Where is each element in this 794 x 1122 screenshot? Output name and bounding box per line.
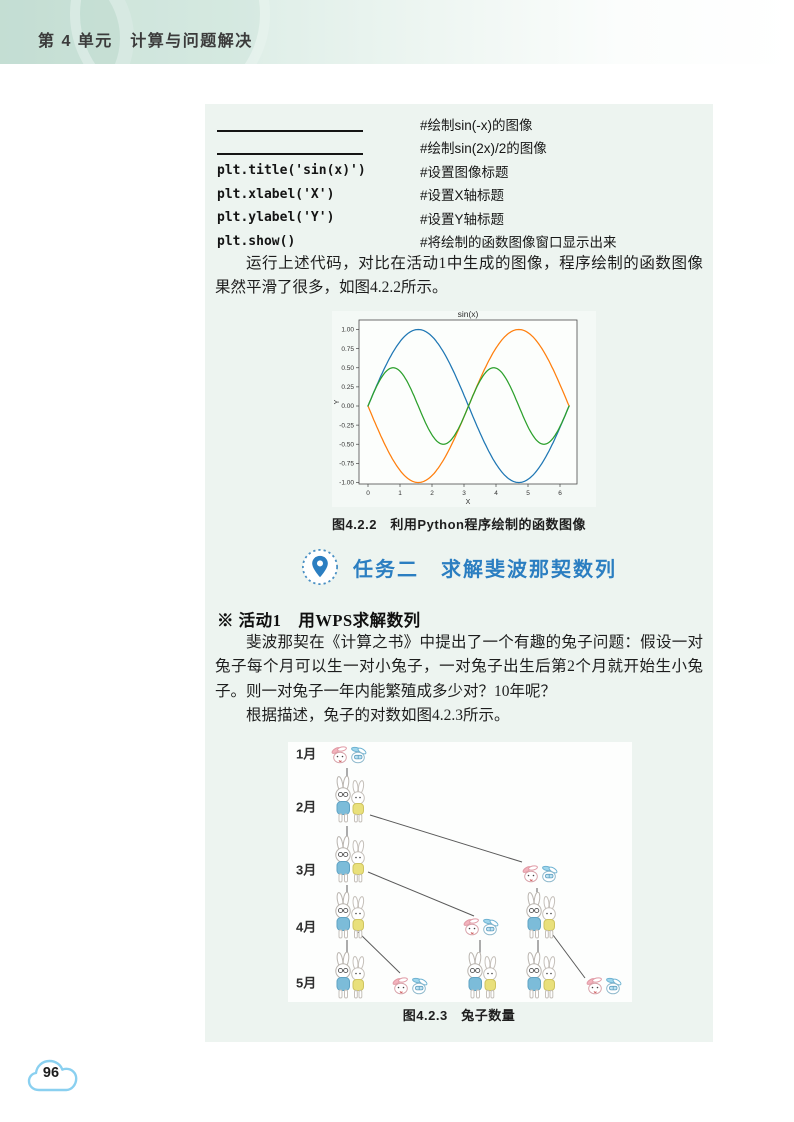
unit-header-title: 第 4 单元 计算与问题解决: [38, 33, 253, 50]
page-number-cloud: 96: [26, 1056, 84, 1098]
body-paragraph-note: 根据描述，兔子的对数如图4.2.3所示。: [246, 707, 510, 725]
code-blank-line: [217, 116, 420, 132]
body-paragraph-fibonacci: 斐波那契在《计算之书》中提出了一个有趣的兔子问题：假设一对兔子每个月可以生一对小…: [215, 634, 703, 700]
code-text: plt.xlabel('X'): [217, 186, 335, 202]
month-label: 5月: [296, 975, 317, 991]
code-text: plt.show(): [217, 233, 296, 249]
code-text: plt.title('sin(x)'): [217, 163, 366, 179]
svg-text:-1.00: -1.00: [339, 480, 354, 487]
content-area: #绘制sin(-x)的图像 #绘制sin(2x)/2的图像 plt.title('s…: [205, 104, 713, 1042]
code-blank-line: [217, 139, 420, 156]
rabbit-pair-adult: [331, 891, 367, 940]
rabbit-pair-adult: [463, 951, 499, 1000]
rabbit-pair-baby: [521, 864, 559, 884]
task-heading: 任务二 求解斐波那契数列: [205, 548, 713, 586]
svg-text:X: X: [466, 499, 471, 506]
code-row: plt.xlabel('X') #设置X轴标题: [217, 183, 707, 207]
fill-in-blank-underline: [217, 116, 363, 132]
svg-text:0.00: 0.00: [341, 403, 354, 410]
cloud-icon: [27, 1059, 78, 1092]
location-pin-icon: [301, 548, 339, 586]
code-text: plt.ylabel('Y'): [217, 210, 335, 226]
svg-text:0.75: 0.75: [341, 346, 354, 353]
code-comment: #绘制sin(2x)/2的图像: [420, 141, 547, 157]
svg-text:-0.50: -0.50: [339, 441, 354, 448]
code-row: plt.show() #将绘制的函数图像窗口显示出来: [217, 230, 707, 254]
svg-text:0.50: 0.50: [341, 365, 354, 372]
activity-heading: ※ 活动1 用WPS求解数列: [217, 611, 421, 630]
svg-text:Y: Y: [334, 399, 341, 404]
code-row: #绘制sin(-x)的图像: [217, 112, 707, 136]
generation-connector-lines: [346, 768, 586, 979]
code-row: plt.title('sin(x)') #设置图像标题: [217, 159, 707, 183]
figure-caption-423: 图4.2.3 兔子数量: [402, 1008, 516, 1023]
task-title: 任务二 求解斐波那契数列: [353, 558, 617, 581]
page-number: 96: [42, 1065, 60, 1081]
month-label: 2月: [296, 799, 317, 815]
rabbit-pair-baby: [391, 976, 429, 996]
rabbit-pair-adult: [331, 951, 367, 1000]
code-comment: #设置X轴标题: [420, 188, 505, 204]
svg-text:3: 3: [462, 490, 466, 497]
code-block: #绘制sin(-x)的图像 #绘制sin(2x)/2的图像 plt.title('s…: [217, 112, 707, 253]
figure-caption-422: 图4.2.2 利用Python程序绘制的函数图像: [332, 517, 586, 532]
svg-text:1: 1: [398, 490, 402, 497]
fibonacci-paragraphs: 斐波那契在《计算之书》中提出了一个有趣的兔子问题：假设一对兔子每个月可以生一对小…: [215, 631, 703, 729]
code-comment: #将绘制的函数图像窗口显示出来: [420, 235, 617, 251]
rabbit-diagram: 1月 2月 3月 4月 5月: [288, 742, 632, 1002]
rabbit-pair-adult: [331, 775, 367, 824]
rabbit-pair-baby: [462, 917, 500, 937]
code-row: #绘制sin(2x)/2的图像: [217, 136, 707, 160]
rabbit-pair-baby: [330, 745, 368, 765]
rabbit-pair-adult: [522, 951, 558, 1000]
code-row: plt.ylabel('Y') #设置Y轴标题: [217, 206, 707, 230]
code-comment: #绘制sin(-x)的图像: [420, 117, 533, 133]
code-comment: #设置Y轴标题: [420, 211, 505, 227]
rabbit-pair-adult: [522, 891, 558, 940]
svg-text:4: 4: [494, 490, 498, 497]
month-label: 4月: [296, 919, 317, 935]
month-label: 3月: [296, 862, 317, 878]
rabbit-pair-baby: [585, 976, 623, 996]
svg-text:2: 2: [430, 490, 434, 497]
svg-text:-0.25: -0.25: [339, 422, 354, 429]
chart-svg: sin(x) 0 1 2 3 4 5 6 1.00 0.75 0.50 0.25 0.00 -0.25 -0…: [334, 309, 578, 506]
svg-text:6: 6: [558, 490, 562, 497]
month-label: 1月: [296, 746, 317, 762]
svg-text:5: 5: [526, 490, 530, 497]
page-header: 第 4 单元 计算与问题解决: [0, 0, 794, 64]
svg-text:1.00: 1.00: [341, 327, 354, 334]
code-comment: #设置图像标题: [420, 164, 509, 180]
body-paragraph-after-code: 运行上述代码，对比在活动1中生成的图像，程序绘制的函数图像果然平滑了很多，如图4…: [215, 255, 703, 297]
fill-in-blank-underline: [217, 139, 363, 156]
svg-text:0.25: 0.25: [341, 384, 354, 391]
svg-text:-0.75: -0.75: [339, 461, 354, 468]
rabbit-pair-adult: [331, 835, 367, 884]
function-chart-figure: sin(x) 0 1 2 3 4 5 6 1.00 0.75 0.50 0.25 0.00 -0.25 -0…: [332, 309, 596, 507]
svg-text:0: 0: [366, 490, 370, 497]
svg-text:sin(x): sin(x): [458, 311, 479, 319]
